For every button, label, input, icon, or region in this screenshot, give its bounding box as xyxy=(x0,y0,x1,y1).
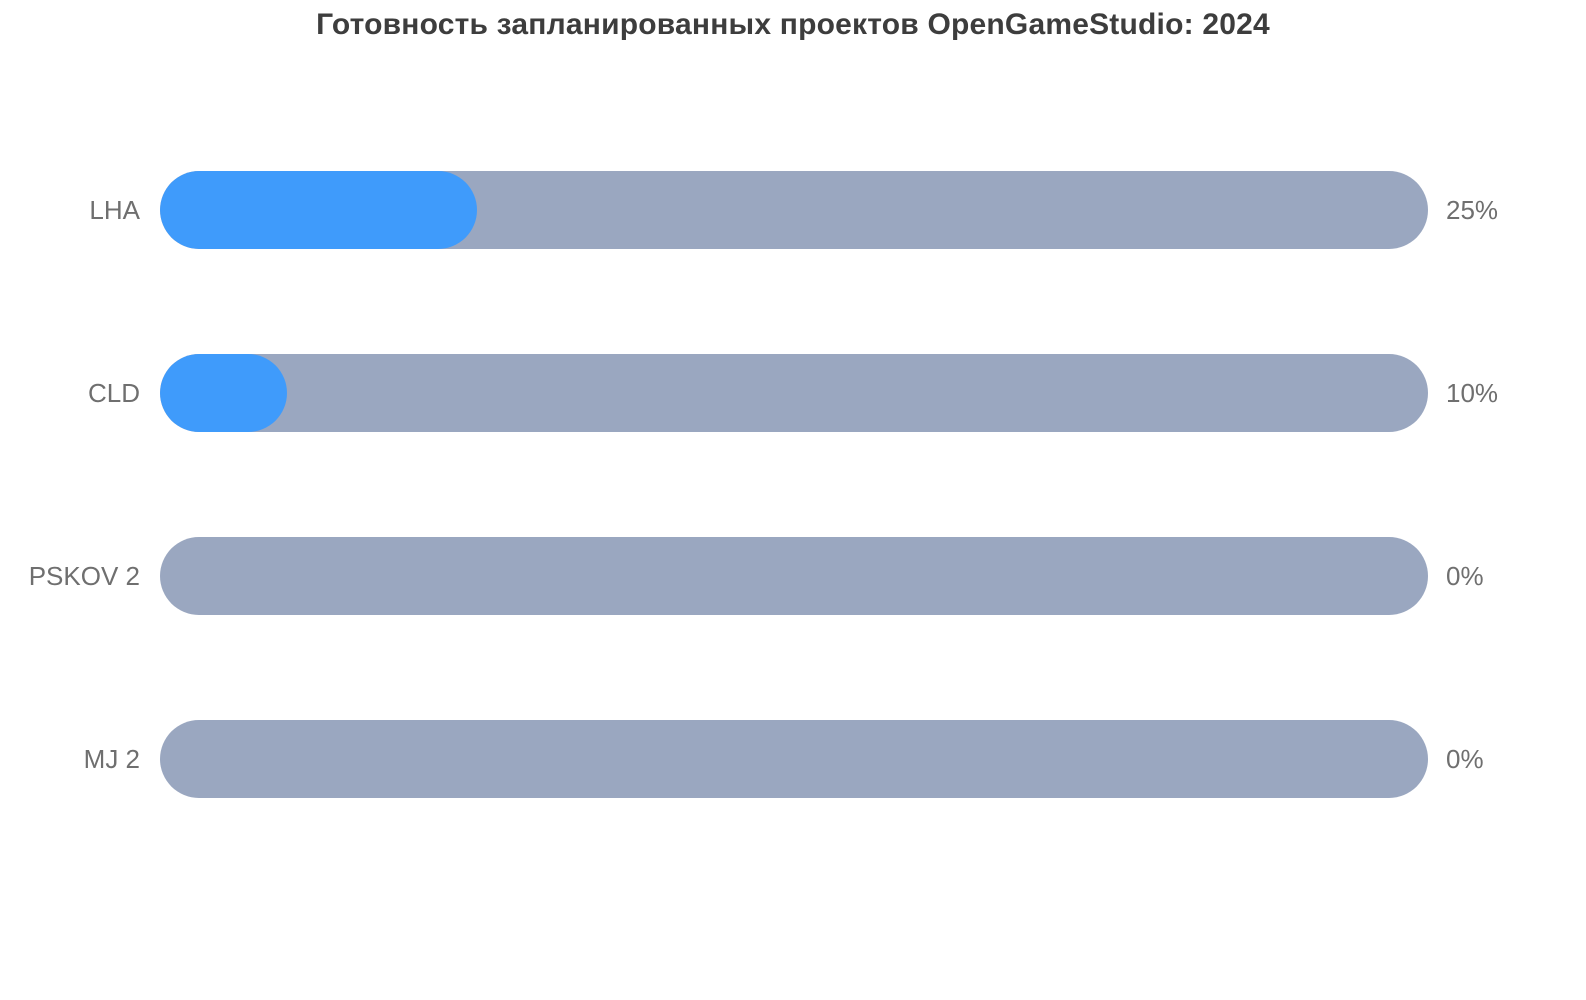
value-label: 0% xyxy=(1446,560,1484,591)
category-label: PSKOV 2 xyxy=(28,560,140,591)
category-label: MJ 2 xyxy=(83,743,140,774)
value-label: 0% xyxy=(1446,743,1484,774)
progress-row-mj-2: MJ 2 0% xyxy=(0,720,1586,798)
progress-track xyxy=(160,354,1428,432)
progress-track xyxy=(160,720,1428,798)
category-label: CLD xyxy=(87,377,140,408)
value-label: 25% xyxy=(1446,194,1499,225)
progress-row-pskov-2: PSKOV 2 0% xyxy=(0,537,1586,615)
progress-row-lha: LHA 25% xyxy=(0,171,1586,249)
category-label: LHA xyxy=(89,194,140,225)
value-label: 10% xyxy=(1446,377,1499,408)
progress-track xyxy=(160,171,1428,249)
progress-fill xyxy=(160,354,287,432)
progress-track xyxy=(160,537,1428,615)
chart-title: Готовность запланированных проектов Open… xyxy=(316,8,1270,41)
progress-fill xyxy=(160,171,477,249)
progress-row-cld: CLD 10% xyxy=(0,354,1586,432)
